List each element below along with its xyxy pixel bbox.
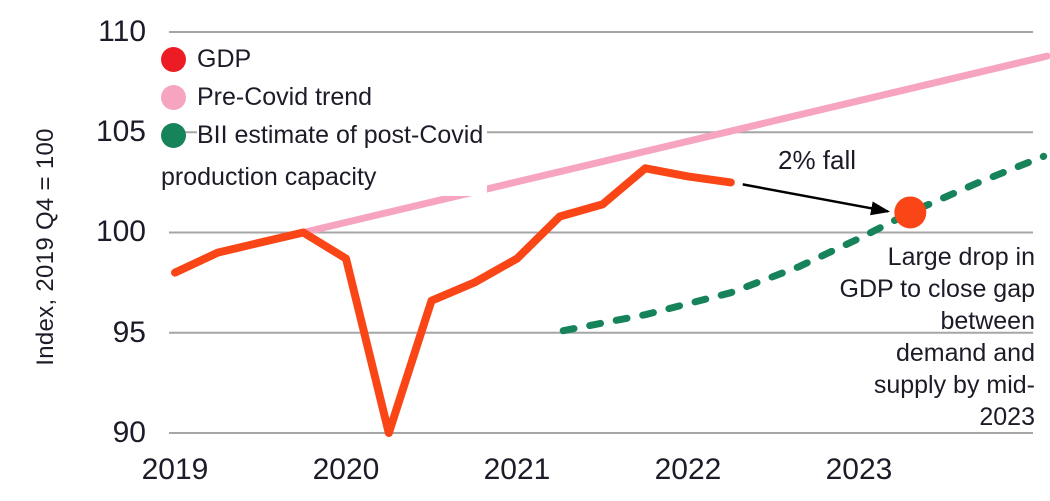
legend-item-bii-estimate: BII estimate of post-Covid production ca… [161, 116, 488, 196]
bii-legend-dot-icon [161, 123, 186, 148]
drop-annotation: Large drop in GDP to close gap between d… [840, 241, 1035, 433]
legend-label-gdp: GDP [197, 44, 256, 74]
bii-estimate-line [559, 152, 1048, 335]
fall-arrow [742, 183, 891, 216]
drop-annotation-line: 2023 [979, 403, 1035, 431]
x-tick-2020: 2020 [312, 453, 380, 486]
legend-label-bii-estimate-line2: production capacity [161, 158, 488, 196]
legend: GDP Pre-Covid trend BII estimate of post… [161, 40, 488, 196]
gdp-line [171, 164, 735, 437]
legend-label-pre-covid-trend: Pre-Covid trend [197, 82, 377, 112]
y-tick-90: 90 [112, 416, 146, 449]
drop-annotation-line: between [940, 307, 1035, 335]
drop-annotation-line: GDP to close gap [839, 275, 1035, 303]
x-tick-2022: 2022 [654, 453, 722, 486]
drop-annotation-line: supply by mid- [873, 371, 1035, 399]
y-tick-95: 95 [112, 316, 146, 349]
y-tick-100: 100 [95, 215, 146, 248]
fall-annotation: 2% fall [778, 145, 857, 175]
drop-annotation-line: Large drop in [887, 243, 1035, 271]
legend-label-bii-estimate: BII estimate of post-Covid [197, 121, 488, 149]
legend-item-gdp: GDP [161, 40, 487, 78]
y-tick-105: 105 [95, 115, 146, 148]
drop-annotation-line: demand and [895, 339, 1035, 367]
pre-covid-legend-dot-icon [161, 84, 186, 110]
legend-item-pre-covid-trend: Pre-Covid trend [161, 78, 487, 116]
x-tick-2021: 2021 [483, 453, 551, 486]
x-tick-2023: 2023 [825, 453, 893, 486]
x-tick-2019: 2019 [141, 453, 209, 486]
gdp-forecast-dot [894, 196, 927, 229]
y-axis-title: Index, 2019 Q4 = 100 [32, 128, 59, 366]
pre-covid-trend-line [299, 52, 1050, 236]
y-tick-110: 110 [98, 15, 146, 48]
gdp-legend-dot-icon [161, 46, 186, 72]
